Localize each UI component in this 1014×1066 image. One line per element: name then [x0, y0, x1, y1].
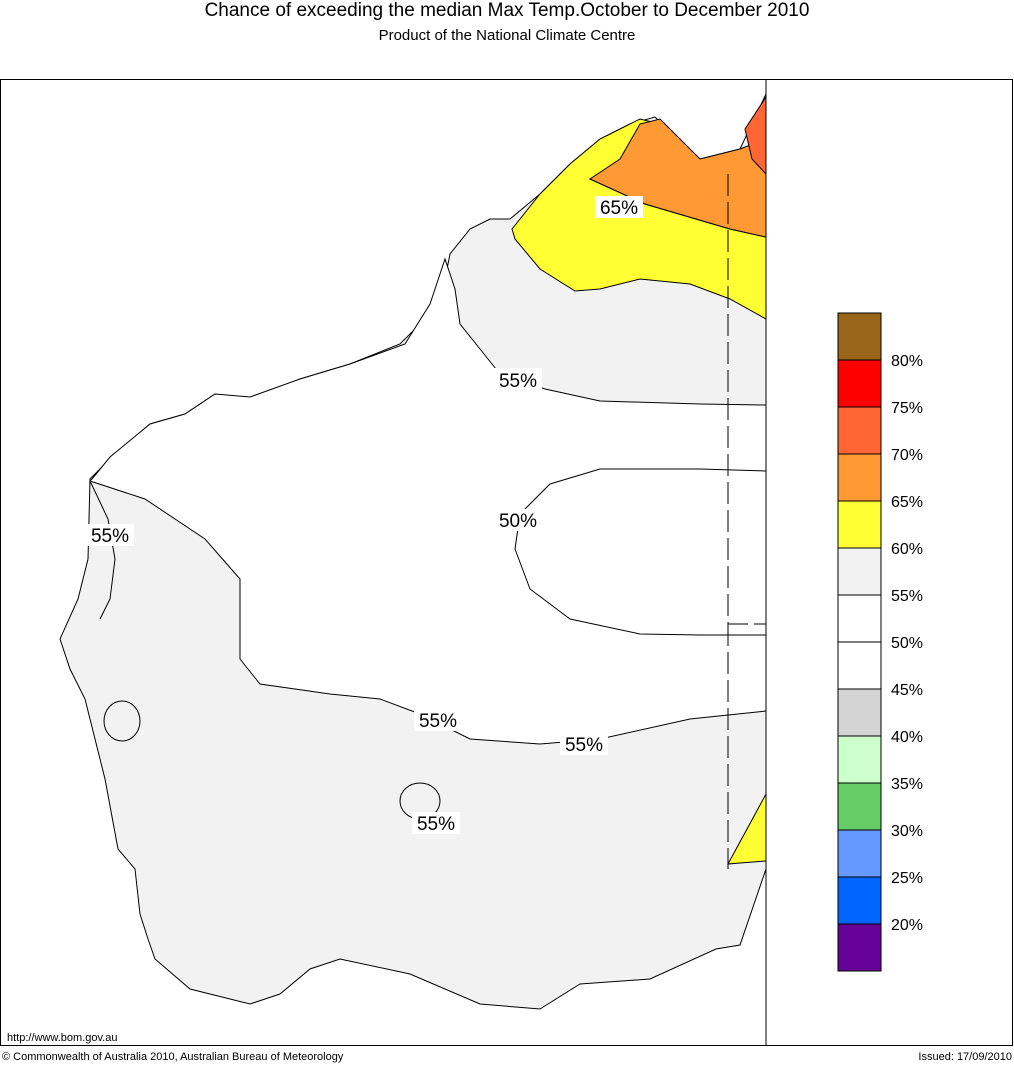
legend-label: 65%: [891, 494, 923, 511]
legend-label: 30%: [891, 823, 923, 840]
legend-swatch: [837, 359, 882, 408]
legend-swatch: [837, 641, 882, 690]
legend-label: 40%: [891, 729, 923, 746]
legend-swatch: [837, 829, 882, 878]
state-border: [727, 174, 766, 869]
legend-label: 20%: [891, 917, 923, 934]
legend-swatch: [837, 312, 882, 361]
svg-text:55%: 55%: [419, 711, 457, 732]
svg-text:50%: 50%: [499, 511, 537, 532]
legend-swatch: [837, 453, 882, 502]
contour-label-55-south-b: 55%: [560, 733, 608, 756]
legend-label: 35%: [891, 776, 923, 793]
legend-swatch: [837, 594, 882, 643]
map-canvas: 65% 55% 55% 50% 55% 55% 55% 80% 75% 70% 65%…: [59, 79, 923, 1046]
map-frame: [0, 79, 1013, 1046]
region-50-55: [89, 257, 767, 745]
contour-label-55-north: 55%: [494, 368, 542, 392]
contour-label-55-south-c: 55%: [412, 812, 460, 835]
legend-swatch: [837, 923, 882, 972]
legend-label: 60%: [891, 541, 923, 558]
contour-label-55-west: 55%: [86, 524, 134, 547]
legend-swatch: [837, 782, 882, 831]
legend-swatch: [837, 547, 882, 596]
svg-text:55%: 55%: [499, 371, 537, 392]
legend-swatch: [837, 688, 882, 737]
contour-label-55-south-a: 55%: [414, 709, 462, 732]
legend-swatch: [837, 876, 882, 925]
svg-text:55%: 55%: [417, 814, 455, 835]
legend-label: 80%: [891, 353, 923, 370]
contour-label-50: 50%: [494, 509, 542, 532]
svg-text:55%: 55%: [565, 735, 603, 756]
legend-swatch: [837, 735, 882, 784]
legend-label: 55%: [891, 588, 923, 605]
map-title: Chance of exceeding the median Max Temp.…: [204, 0, 810, 21]
legend-swatch: [837, 500, 882, 549]
source-url[interactable]: http://www.bom.gov.au: [7, 1032, 118, 1044]
legend-label: 70%: [891, 447, 923, 464]
legend: 80% 75% 70% 65% 60% 55% 50% 45% 40% 35% 30% 25% 20%: [837, 312, 923, 972]
legend-label: 75%: [891, 400, 923, 417]
svg-text:55%: 55%: [91, 526, 129, 547]
legend-label: 45%: [891, 682, 923, 699]
copyright-notice: © Commonwealth of Australia 2010, Austra…: [2, 1051, 344, 1063]
contour-coastal-loop: [103, 700, 141, 742]
region-65-70: [588, 118, 767, 238]
legend-swatch: [837, 406, 882, 455]
legend-label: 25%: [891, 870, 923, 887]
contour-label-65-north: 65%: [595, 196, 643, 219]
issued-date: Issued: 17/09/2010: [918, 1051, 1012, 1063]
map-subtitle: Product of the National Climate Centre: [378, 27, 636, 44]
contour-50: [514, 468, 767, 636]
legend-label: 50%: [891, 635, 923, 652]
svg-text:65%: 65%: [600, 198, 638, 219]
contour-55-west-loop: [89, 480, 116, 620]
